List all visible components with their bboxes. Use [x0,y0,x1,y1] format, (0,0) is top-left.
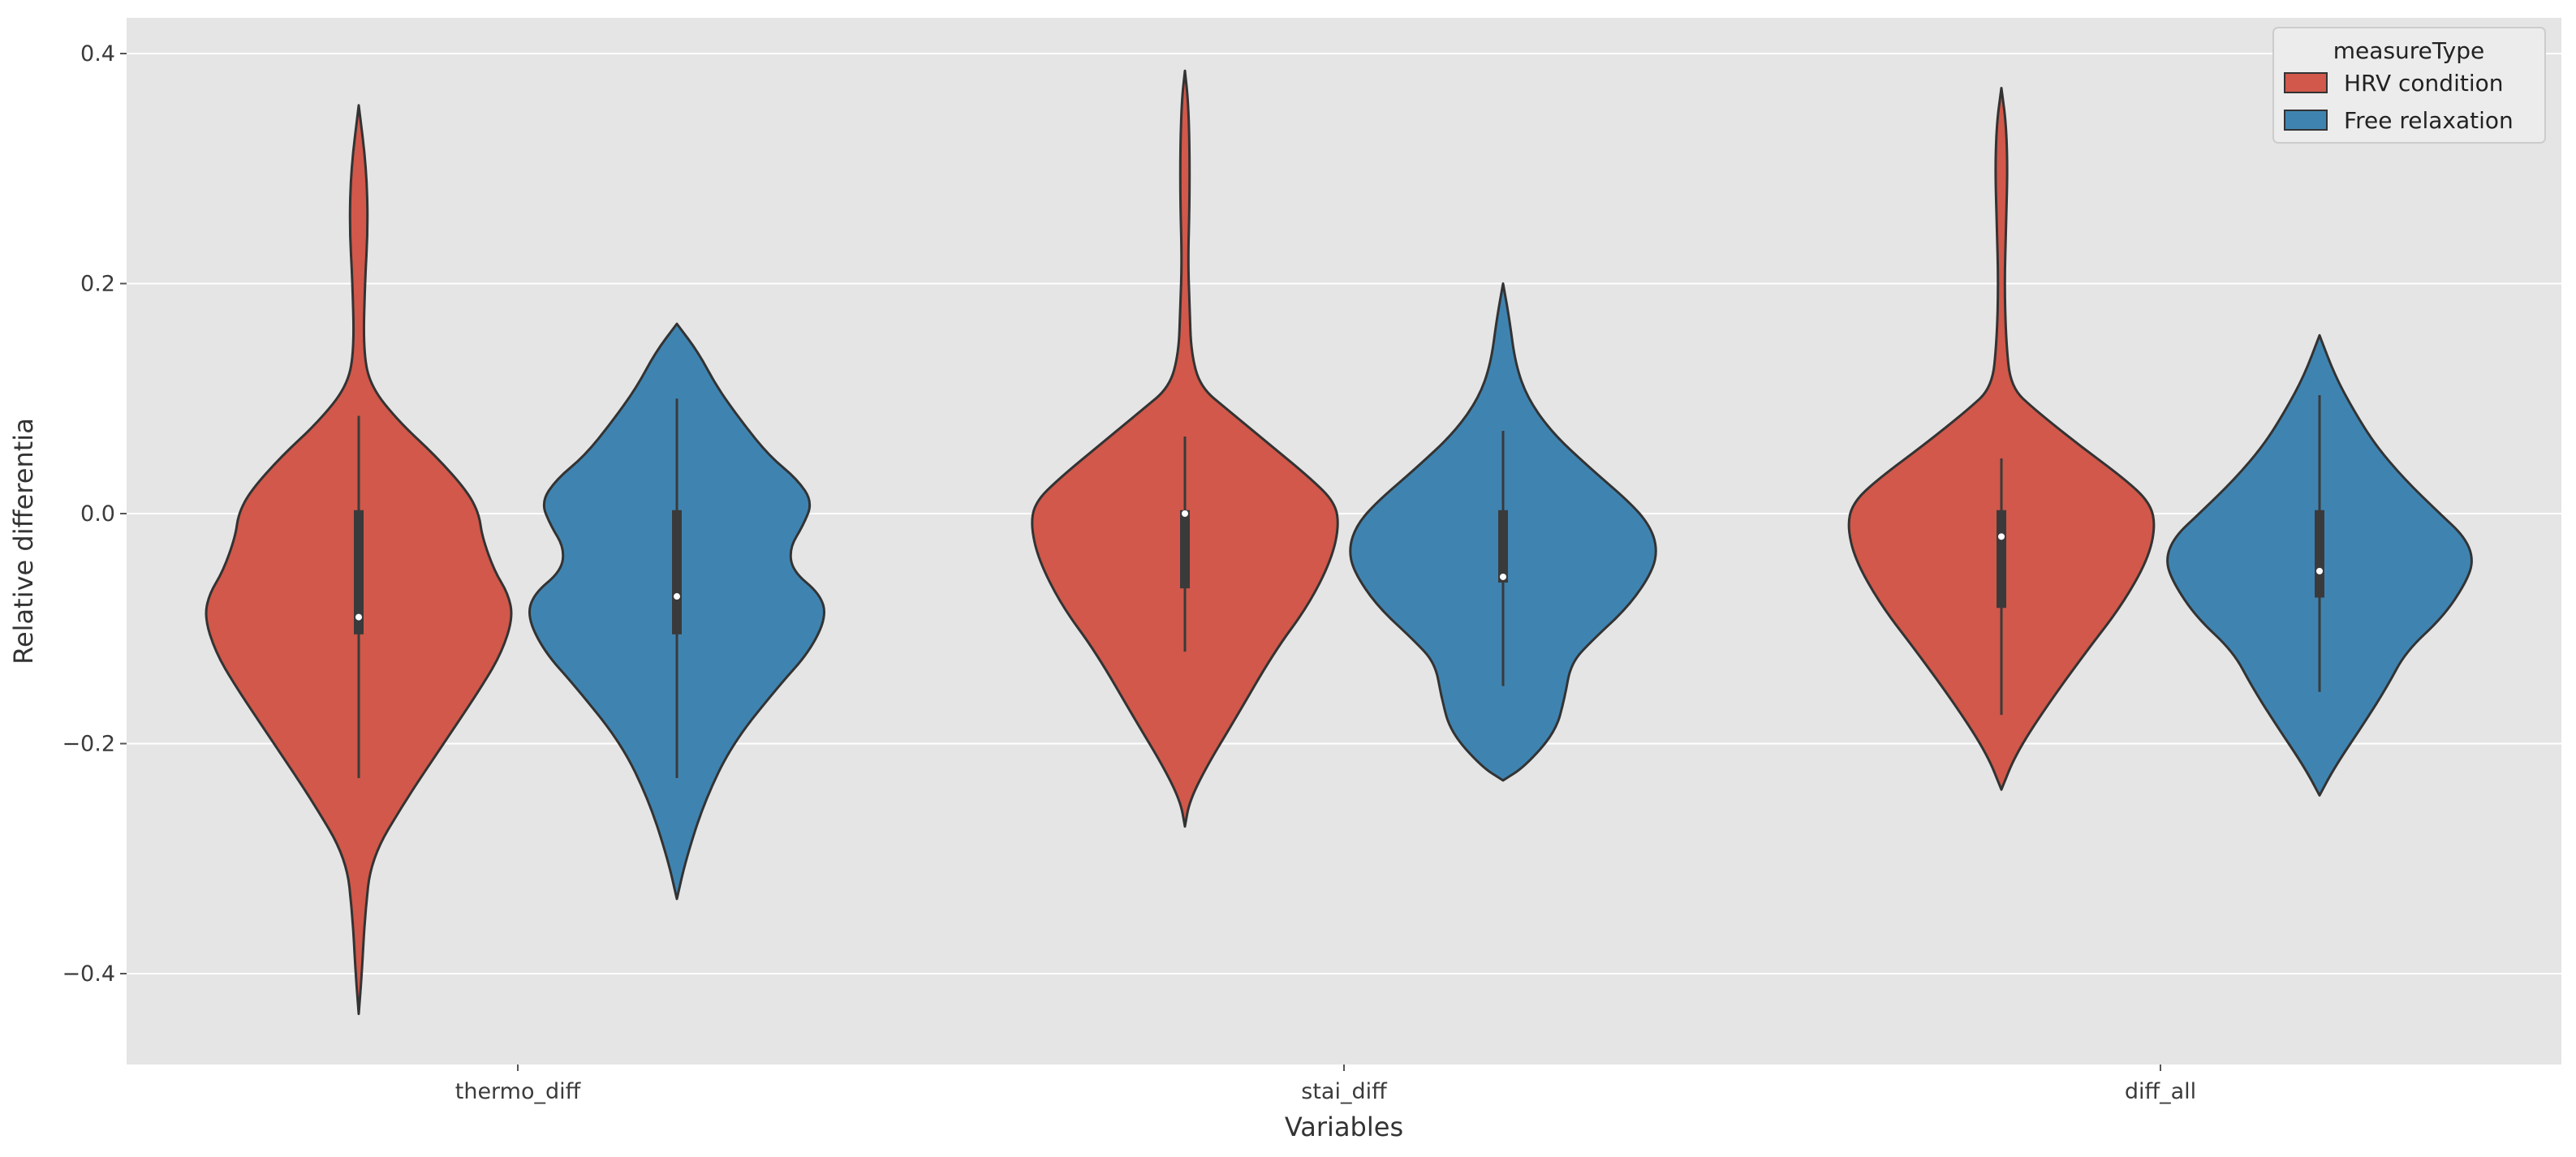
iqr-box-hrv-condition-thermo_diff [354,510,364,634]
iqr-box-free-relaxation-diff_all [2315,510,2324,598]
median-dot-free-relaxation-thermo_diff [674,593,680,600]
median-dot-free-relaxation-diff_all [2316,567,2323,574]
violins [205,69,2473,1016]
x-tick-label: diff_all [2125,1079,2196,1104]
iqr-box-free-relaxation-stai_diff [1498,510,1508,583]
y-tick-label: 0.0 [80,501,115,527]
legend-title: measureType [2333,37,2484,64]
legend-swatch-free-relaxation [2284,110,2328,131]
violin-hrv-condition-diff_all [1847,87,2156,791]
tick-labels: −0.4 −0.2 0.0 0.2 0.4 thermo_diff stai_diff dif… [62,41,2196,1104]
plot-background [127,18,2561,1065]
legend: measureType HRV condition Free relaxatio… [2272,27,2546,144]
legend-box [2272,27,2546,144]
x-axis-title: Variables [1285,1112,1403,1142]
iqr-box-hrv-condition-stai_diff [1180,510,1190,589]
legend-swatch-hrv-condition [2284,72,2328,93]
legend-label-hrv-condition: HRV condition [2344,70,2504,97]
y-tick-label: −0.2 [62,732,115,757]
median-dot-free-relaxation-stai_diff [1500,573,1506,580]
grid-lines [127,53,2561,974]
y-axis-title: Relative differentia [8,418,39,665]
y-tick-label: −0.4 [62,961,115,987]
median-dot-hrv-condition-diff_all [1998,533,2005,540]
y-tick-label: 0.2 [80,272,115,297]
median-dot-hrv-condition-thermo_diff [355,613,362,621]
iqr-box-hrv-condition-diff_all [1997,510,2006,609]
x-tick-label: stai_diff [1301,1079,1388,1104]
median-dot-hrv-condition-stai_diff [1182,510,1188,517]
y-tick-label: 0.4 [80,41,115,67]
x-tick-label: thermo_diff [455,1079,582,1104]
legend-label-free-relaxation: Free relaxation [2344,107,2514,134]
iqr-box-free-relaxation-thermo_diff [672,510,682,634]
